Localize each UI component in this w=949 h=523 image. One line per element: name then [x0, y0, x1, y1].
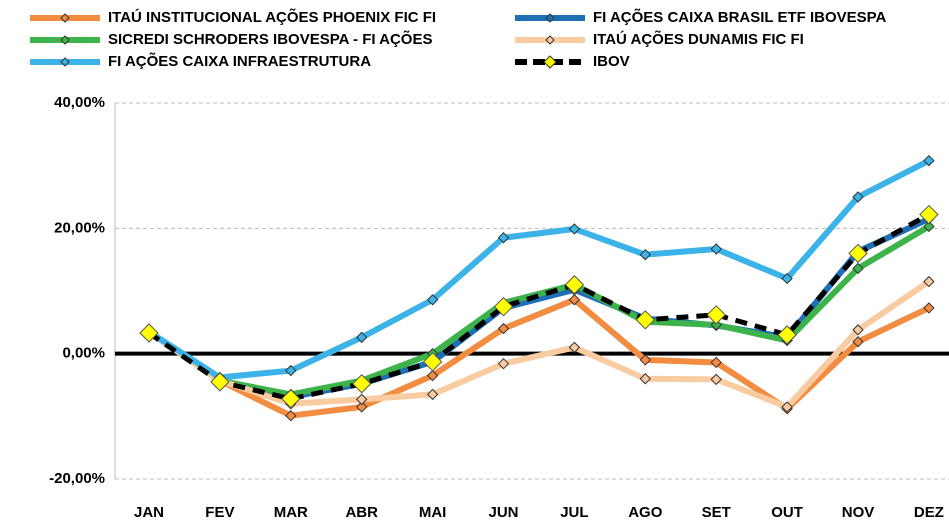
data-point — [781, 401, 793, 413]
data-point — [710, 243, 722, 255]
series-line — [147, 223, 931, 398]
legend-label: ITAÚ INSTITUCIONAL AÇÕES PHOENIX FIC FI — [108, 8, 436, 26]
legend-marker — [543, 55, 557, 69]
data-point — [852, 191, 864, 203]
data-point — [710, 373, 722, 386]
x-tick-label: MAR — [274, 504, 308, 521]
legend-label: FI AÇÕES CAIXA INFRAESTRUTURA — [108, 52, 371, 70]
series-line — [147, 212, 931, 402]
x-tick-label: JAN — [134, 504, 164, 521]
data-point — [355, 401, 368, 413]
data-point — [497, 322, 510, 335]
data-point — [923, 275, 935, 288]
legend-marker — [60, 57, 70, 67]
y-tick-label: 0,00% — [62, 345, 105, 362]
x-tick-label: NOV — [842, 504, 875, 521]
data-point — [285, 364, 297, 377]
y-tick-label: 20,00% — [54, 219, 105, 236]
x-tick-label: JUN — [488, 504, 518, 521]
x-tick-label: MAI — [419, 504, 447, 521]
x-tick-label: FEV — [205, 504, 234, 521]
series-line — [147, 157, 931, 381]
legend-label: IBOV — [593, 53, 630, 70]
data-point — [210, 372, 230, 392]
data-point — [852, 324, 864, 336]
x-tick-label: AGO — [628, 504, 663, 521]
data-point — [639, 373, 652, 385]
data-point — [285, 409, 297, 422]
data-point — [422, 352, 443, 372]
data-point — [919, 204, 939, 225]
legend-marker — [545, 35, 555, 45]
data-point — [568, 341, 581, 354]
data-point — [777, 325, 797, 345]
data-point — [852, 262, 864, 275]
legend-label: SICREDI SCHRODERS IBOVESPA - FI AÇÕES — [108, 30, 433, 48]
data-point — [710, 319, 722, 331]
legend-label: FI AÇÕES CAIXA BRASIL ETF IBOVESPA — [593, 8, 887, 26]
data-point — [852, 336, 864, 348]
data-point — [568, 223, 581, 235]
data-point — [493, 296, 514, 317]
data-point — [426, 294, 439, 306]
data-point — [923, 302, 935, 314]
data-point — [710, 356, 722, 369]
data-point — [635, 310, 656, 330]
legend-label: ITAÚ AÇÕES DUNAMIS FIC FI — [593, 30, 804, 48]
y-tick-label: -20,00% — [49, 470, 105, 487]
data-point — [497, 232, 510, 244]
x-tick-label: OUT — [771, 504, 803, 521]
legend-marker — [60, 13, 70, 23]
legend-marker — [545, 13, 555, 23]
y-tick-label: 40,00% — [54, 94, 105, 111]
data-point — [355, 331, 368, 344]
data-point — [706, 305, 726, 325]
data-point — [564, 275, 585, 295]
data-point — [568, 294, 581, 306]
data-point — [639, 248, 652, 261]
data-point — [781, 272, 793, 285]
data-point — [426, 388, 439, 401]
x-tick-label: JUL — [560, 504, 588, 521]
data-point — [848, 243, 868, 264]
data-point — [497, 357, 510, 370]
x-tick-label: SET — [702, 504, 731, 521]
data-point — [139, 323, 159, 343]
x-tick-label: ABR — [345, 504, 378, 521]
data-point — [426, 369, 439, 382]
data-point — [281, 389, 301, 409]
x-tick-label: DEZ — [914, 504, 944, 521]
data-point — [351, 374, 372, 394]
data-point — [639, 354, 652, 366]
data-point — [923, 220, 935, 233]
legend-marker — [60, 35, 70, 45]
series-line — [147, 279, 931, 410]
data-point — [923, 154, 935, 167]
data-point — [355, 393, 368, 406]
